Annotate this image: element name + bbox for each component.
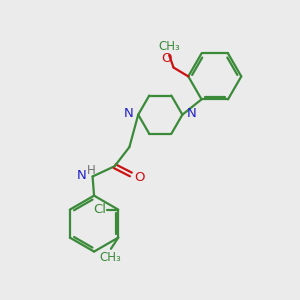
Text: CH₃: CH₃ [99, 251, 121, 264]
Text: CH₃: CH₃ [158, 40, 180, 53]
Text: H: H [87, 164, 95, 176]
Text: Cl: Cl [93, 203, 106, 216]
Text: N: N [187, 107, 196, 120]
Text: N: N [76, 169, 86, 182]
Text: N: N [124, 107, 134, 120]
Text: O: O [134, 171, 145, 184]
Text: O: O [162, 52, 172, 65]
